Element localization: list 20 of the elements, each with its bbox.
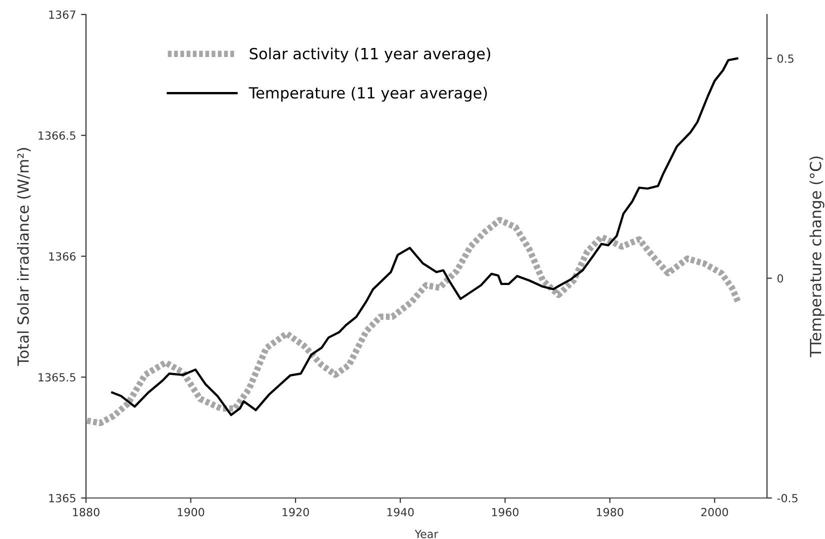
legend-label: Solar activity (11 year average) (250, 48, 490, 62)
y2-tick-label: 0.5 (777, 54, 794, 63)
x-tick-label: 1940 (387, 508, 414, 516)
y2-tick-label: 0 (777, 274, 784, 283)
y-tick-label: 1366 (49, 252, 76, 261)
y-axis-title: Total Solar irradiance (W/m²) (17, 148, 31, 366)
legend-label: Temperature (11 year average) (248, 86, 487, 102)
y-tick-label: 1367 (49, 10, 76, 19)
y-tick-label: 1365.5 (38, 373, 76, 382)
x-tick-label: 1980 (596, 508, 624, 516)
x-axis-title: Year (414, 530, 438, 538)
x-tick-label: 1900 (178, 508, 204, 516)
y-tick-label: 1365 (49, 494, 76, 502)
y-tick-label: 1366.5 (38, 131, 76, 140)
y2-axis-title: TTemperature change (°C) (810, 156, 824, 358)
x-tick-label: 2000 (701, 508, 728, 516)
y2-tick-label: -0.5 (777, 494, 798, 502)
x-tick-label: 1920 (282, 508, 309, 516)
x-tick-label: 1880 (73, 508, 100, 516)
x-tick-label: 1960 (492, 508, 518, 516)
